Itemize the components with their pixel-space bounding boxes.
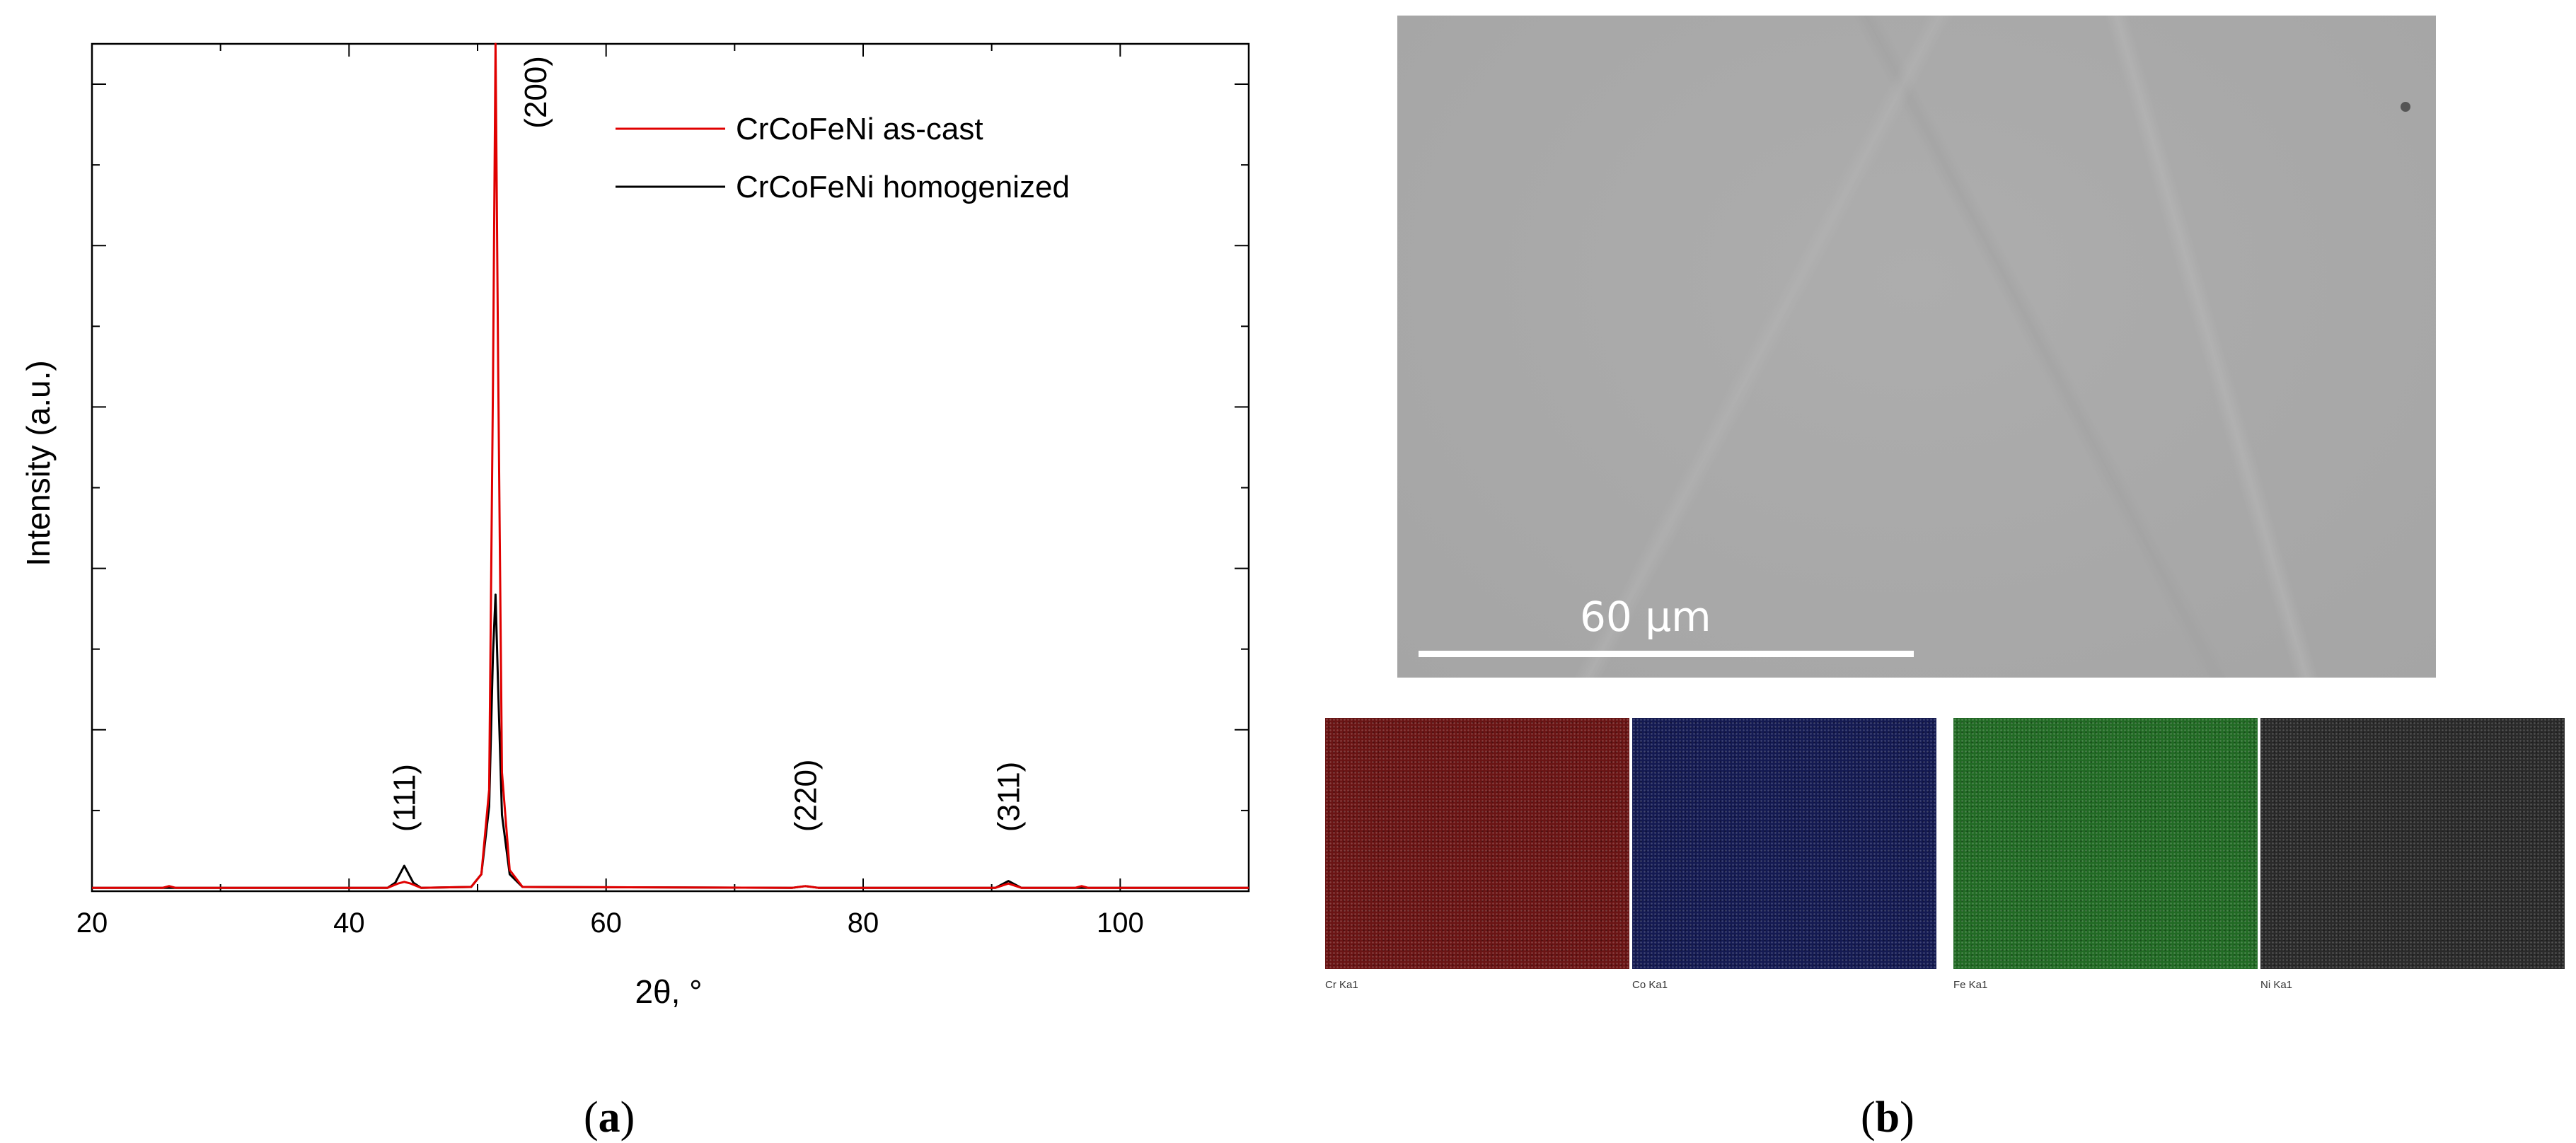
peak-label: (311) <box>991 762 1026 832</box>
panel-label-a: (a) <box>584 1093 635 1142</box>
eds-map-cr <box>1325 718 1629 969</box>
series-layer <box>92 42 1249 889</box>
peak-annotations: (111) (200) (220) (311) <box>387 56 1026 832</box>
peak-label: (111) <box>387 764 422 832</box>
eds-map-ni <box>2260 718 2565 969</box>
panel-label-b: (b) <box>1861 1093 1914 1142</box>
y-axis <box>92 83 1249 892</box>
eds-map-label: Fe Ka1 <box>1953 979 1988 991</box>
x-tick-label: 20 <box>76 907 108 939</box>
eds-map-co <box>1632 718 1936 969</box>
x-tick-label: 80 <box>848 907 879 939</box>
sem-texture <box>1397 16 2436 678</box>
xrd-chart: 20 40 60 80 100 (111) (200) (220) (311) CrCoFeN… <box>20 42 1250 1010</box>
peak-label: (220) <box>788 759 823 832</box>
sem-particle <box>2401 102 2410 112</box>
x-tick-label: 40 <box>333 907 365 939</box>
scale-bar <box>1419 651 1914 657</box>
peak-label: (200) <box>519 56 553 129</box>
eds-map-label: Ni Ka1 <box>2260 979 2293 991</box>
plot-border <box>91 42 1250 893</box>
series-line-homogenized <box>92 593 1249 889</box>
eds-map-label: Cr Ka1 <box>1325 979 1358 991</box>
legend: CrCoFeNi as-cast CrCoFeNi homogenized <box>616 112 1070 204</box>
sem-micrograph: 60 μm <box>1397 16 2436 678</box>
x-axis: 20 40 60 80 100 <box>76 44 1249 939</box>
legend-label: CrCoFeNi homogenized <box>736 170 1070 204</box>
legend-label: CrCoFeNi as-cast <box>736 112 983 146</box>
eds-map-fe <box>1953 718 2258 969</box>
plot-frame <box>91 42 1250 893</box>
x-tick-label: 60 <box>590 907 622 939</box>
eds-map-label: Co Ka1 <box>1632 979 1668 991</box>
series-line-as-cast <box>92 42 1249 889</box>
x-tick-label: 100 <box>1097 907 1144 939</box>
scale-bar-label: 60 μm <box>1580 593 1711 641</box>
x-axis-label: 2θ, ° <box>635 973 702 1010</box>
y-axis-label: Intensity (a.u.) <box>20 360 57 566</box>
